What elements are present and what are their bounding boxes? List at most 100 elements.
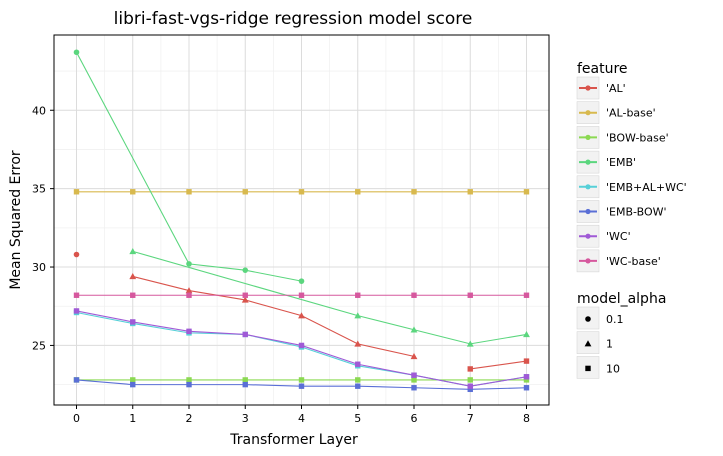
data-point xyxy=(467,366,473,372)
x-tick-label: 7 xyxy=(467,412,474,425)
data-point xyxy=(186,261,192,267)
x-tick-label: 2 xyxy=(186,412,193,425)
plot-area xyxy=(53,34,550,406)
y-axis-label: Mean Squared Error xyxy=(8,150,24,290)
series xyxy=(73,377,530,393)
data-point xyxy=(242,292,248,298)
data-point xyxy=(298,312,305,319)
data-point xyxy=(355,377,361,383)
data-point xyxy=(467,383,473,389)
x-tick-label: 4 xyxy=(298,412,305,425)
x-tick-label: 0 xyxy=(73,412,80,425)
data-point xyxy=(410,352,418,360)
chart-title: libri-fast-vgs-ridge regression model sc… xyxy=(114,9,473,29)
series-line xyxy=(470,360,527,370)
data-point xyxy=(523,292,530,298)
data-point xyxy=(466,340,474,347)
x-tick-label: 3 xyxy=(242,412,249,425)
data-point xyxy=(523,331,530,338)
series-line xyxy=(76,51,302,282)
legend-label: 'BOW-base' xyxy=(606,131,669,144)
x-tick-label: 5 xyxy=(354,412,361,425)
data-point xyxy=(130,377,136,383)
data-point xyxy=(186,328,192,335)
legend-label: 'EMB-BOW' xyxy=(606,206,667,219)
x-tick-label: 8 xyxy=(523,412,530,425)
data-point xyxy=(411,372,417,378)
y-axis: 25 30 35 40 xyxy=(32,104,54,352)
data-point xyxy=(298,292,305,298)
data-point xyxy=(467,377,473,383)
data-point xyxy=(523,358,530,364)
legend-key-point xyxy=(585,159,591,165)
data-point xyxy=(411,189,417,195)
legend-key-point xyxy=(585,85,591,91)
data-point xyxy=(242,331,248,338)
legend-label: 'WC-base' xyxy=(606,255,661,268)
data-point xyxy=(241,296,249,303)
legend-color-entries: 'AL' 'AL-base' 'BOW-base' 'EMB' 'EMB+AL+WC' '… xyxy=(576,76,687,273)
legend-shape-label: 10 xyxy=(606,362,620,375)
data-point xyxy=(298,278,305,284)
data-point xyxy=(186,381,192,388)
legend-shape-marker xyxy=(585,316,591,322)
legend: feature 'AL' 'AL-base' 'BOW-base' 'EMB' 'EMB… xyxy=(576,61,687,379)
series-layer xyxy=(73,49,530,393)
data-point xyxy=(411,377,417,383)
data-point xyxy=(298,383,305,389)
data-point xyxy=(186,189,192,195)
data-point xyxy=(467,386,473,393)
data-point xyxy=(523,189,530,195)
legend-shape-label: 1 xyxy=(606,338,613,351)
y-tick-label: 35 xyxy=(32,183,46,196)
legend-color-title: feature xyxy=(577,61,628,77)
legend-label: 'EMB' xyxy=(606,156,636,169)
data-point xyxy=(411,385,417,391)
data-point xyxy=(355,292,361,298)
data-point xyxy=(185,287,193,294)
x-axis-label: Transformer Layer xyxy=(229,432,358,448)
data-point xyxy=(411,292,417,298)
legend-key-point xyxy=(585,184,591,190)
data-point xyxy=(355,189,361,195)
x-tick-label: 1 xyxy=(129,412,136,425)
data-point xyxy=(242,189,248,195)
legend-key-point xyxy=(585,208,591,215)
data-point xyxy=(186,377,192,383)
data-point xyxy=(355,383,361,389)
data-point xyxy=(467,189,473,195)
legend-shape-title: model_alpha xyxy=(577,291,666,307)
series xyxy=(73,189,530,195)
data-point xyxy=(73,308,80,314)
y-tick-label: 25 xyxy=(32,339,46,352)
data-point xyxy=(298,342,305,349)
data-point xyxy=(130,381,136,388)
legend-label: 'AL' xyxy=(606,82,626,95)
series xyxy=(73,251,530,372)
legend-key-point xyxy=(585,134,591,140)
y-tick-label: 30 xyxy=(32,261,46,274)
data-point xyxy=(354,340,362,347)
legend-key-point xyxy=(585,110,591,116)
data-point xyxy=(130,189,136,195)
data-point xyxy=(73,251,80,258)
data-point xyxy=(467,292,473,298)
y-tick-label: 40 xyxy=(32,104,46,117)
x-tick-label: 6 xyxy=(411,412,418,425)
legend-key-point xyxy=(585,233,591,239)
x-axis: 0 1 2 3 4 5 6 7 8 xyxy=(73,405,530,425)
legend-label: 'AL-base' xyxy=(606,107,656,120)
data-point xyxy=(129,273,137,280)
data-point xyxy=(242,381,248,388)
data-point xyxy=(354,312,362,319)
data-point xyxy=(186,292,192,298)
series-line xyxy=(132,275,415,357)
legend-shape-label: 0.1 xyxy=(606,313,624,326)
series xyxy=(73,49,530,347)
data-point xyxy=(129,247,137,255)
data-point xyxy=(73,189,80,195)
data-point xyxy=(523,374,530,380)
legend-label: 'WC' xyxy=(606,230,631,243)
legend-key-point xyxy=(585,258,591,264)
